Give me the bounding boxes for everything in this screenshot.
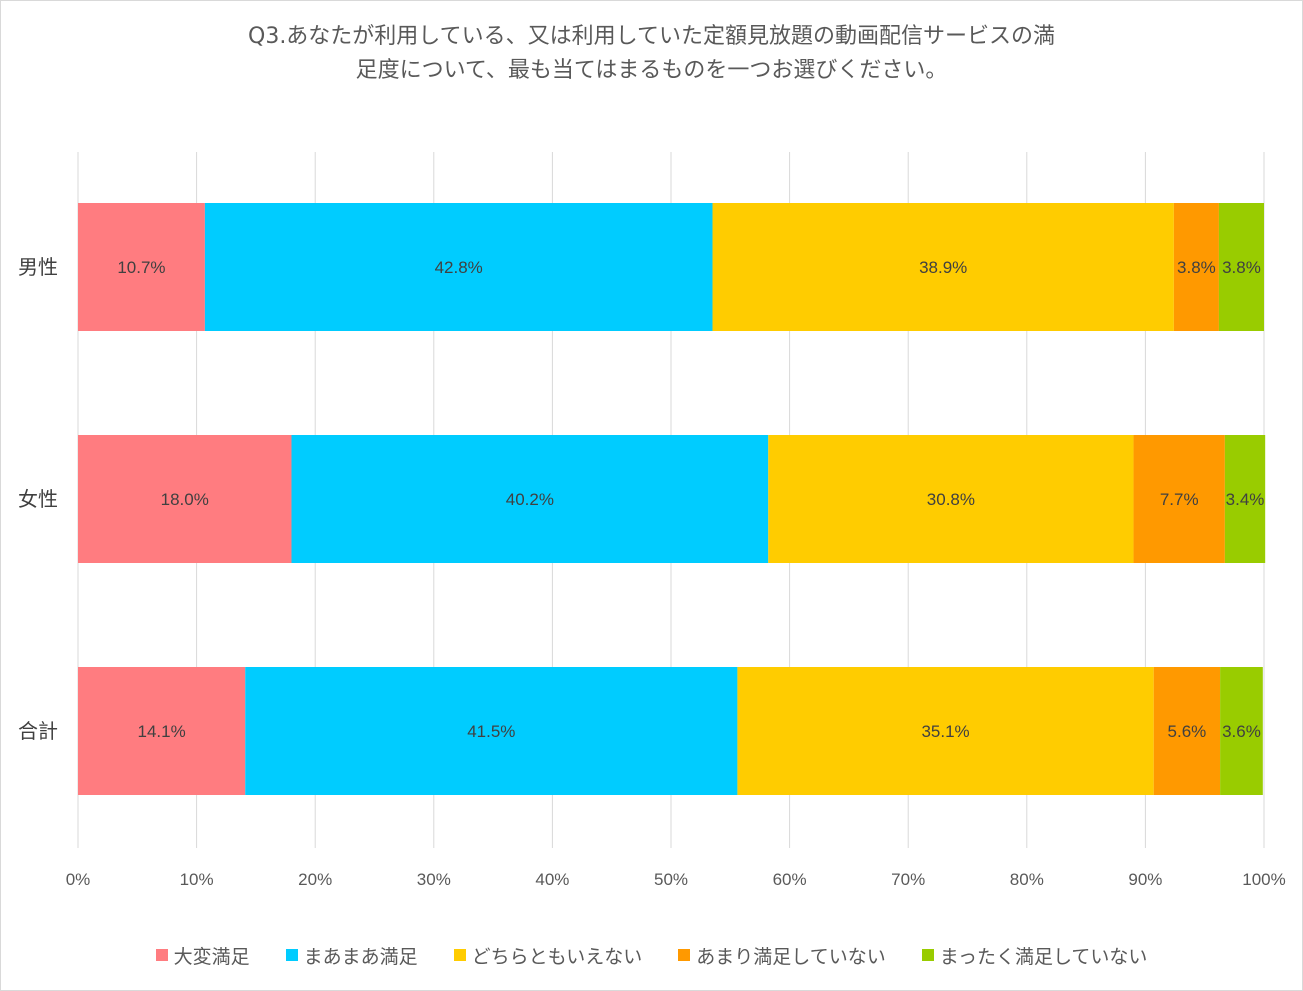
legend-label: どちらともいえない [471,945,643,968]
x-tick-label: 10% [180,870,214,889]
legend-item: まったく満足していない [921,942,1148,969]
x-tick-label: 0% [66,870,91,889]
bar-segment [1173,203,1219,331]
x-tick-label: 50% [654,870,688,889]
bar-segment [1220,667,1263,795]
data-label: 14.1% [138,722,186,741]
x-tick-label: 90% [1128,870,1162,889]
legend-swatch [155,949,168,961]
legend-item: まあまあ満足 [285,942,418,969]
legend-item: 大変満足 [155,942,250,969]
legend-swatch [285,949,298,961]
legend-swatch [921,949,934,961]
bar-segment [78,435,292,563]
legend-label: あまり満足していない [696,945,886,968]
legend-label: まったく満足していない [939,945,1148,968]
category-label: 男性 [18,255,58,279]
data-label: 3.4% [1226,490,1265,509]
data-label: 7.7% [1160,490,1199,509]
data-label: 18.0% [161,490,209,509]
bar-segment [1133,435,1225,563]
data-label: 10.7% [117,258,165,277]
legend-label: まあまあ満足 [303,945,418,968]
legend-label: 大変満足 [173,945,250,968]
bar-segment [245,667,738,795]
bar-segment [1153,667,1221,795]
bar-segment [1224,435,1266,563]
data-label: 41.5% [467,722,515,741]
legend-swatch [453,949,466,961]
bar-segment [78,203,205,331]
x-tick-label: 30% [417,870,451,889]
chart-title-line-2: 足度について、最も当てはまるものを一つお選びください。 [355,58,948,83]
category-label: 女性 [18,487,58,511]
data-label: 5.6% [1168,722,1207,741]
data-label: 40.2% [506,490,554,509]
bar-segment [78,667,246,795]
legend-swatch [678,949,691,961]
chart-title: Q3.あなたが利用している、又は利用していた定額見放題の動画配信サービスの満 足… [0,20,1303,88]
category-label: 合計 [18,719,58,743]
legend-item: あまり満足していない [678,942,886,969]
x-tick-label: 70% [891,870,925,889]
data-label: 30.8% [927,490,975,509]
bar-segment [291,435,769,563]
data-label: 3.6% [1222,722,1261,741]
bar-segment [204,203,713,331]
legend-item: どちらともいえない [453,942,643,969]
x-tick-label: 100% [1242,870,1285,889]
legend: 大変満足 まあまあ満足 どちらともいえない あまり満足していない まったく満足していない [0,940,1303,970]
x-tick-label: 60% [773,870,807,889]
chart-title-line-1: Q3.あなたが利用している、又は利用していた定額見放題の動画配信サービスの満 [248,24,1055,49]
x-tick-label: 40% [535,870,569,889]
bar-segment [1218,203,1264,331]
x-tick-label: 80% [1010,870,1044,889]
bar-segment [712,203,1174,331]
x-tick-label: 20% [298,870,332,889]
data-label: 42.8% [435,258,483,277]
data-label: 38.9% [919,258,967,277]
data-label: 3.8% [1177,258,1216,277]
data-label: 35.1% [921,722,969,741]
bar-segment [737,667,1154,795]
data-label: 3.8% [1222,258,1261,277]
bar-segment [768,435,1134,563]
